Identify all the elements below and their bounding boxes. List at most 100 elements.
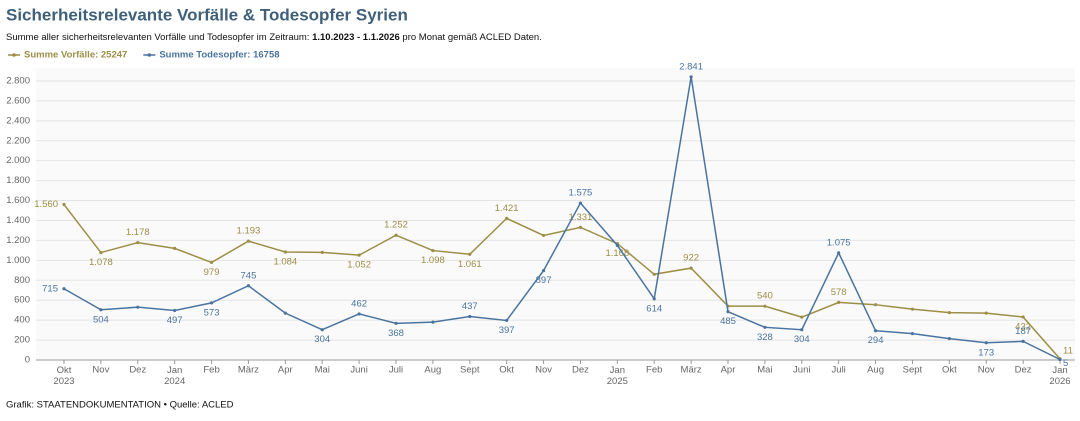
x-tick-label: Nov — [92, 365, 109, 376]
source: Grafik: STAATENDOKUMENTATION • Quelle: A… — [6, 400, 234, 411]
data-label: 11 — [1063, 345, 1073, 356]
data-point — [136, 305, 140, 309]
data-label: 1.084 — [273, 256, 297, 267]
data-point — [837, 251, 841, 255]
x-tick-label: Jan 2024 — [164, 365, 185, 387]
data-label: 437 — [462, 301, 478, 312]
data-label: 1.168 — [605, 248, 629, 259]
legend-marker — [147, 53, 152, 57]
data-point — [1058, 357, 1062, 362]
y-tick-label: 2.600 — [6, 95, 30, 106]
plot-area — [36, 68, 1075, 360]
x-tick-label: März — [238, 365, 259, 376]
data-point — [394, 233, 398, 237]
y-tick-label: 2.200 — [6, 135, 30, 146]
data-point — [689, 75, 693, 79]
data-point — [99, 308, 103, 312]
legend-label: Summe Vorfälle: 25247 — [24, 50, 127, 61]
data-label: 1.075 — [827, 237, 851, 248]
data-point — [136, 241, 140, 245]
data-point — [209, 260, 214, 265]
x-tick-label: Okt — [499, 365, 514, 376]
x-tick-label: Sept — [460, 365, 480, 376]
data-label: 540 — [757, 291, 773, 302]
data-point — [652, 272, 656, 276]
data-point — [873, 303, 878, 307]
x-tick-label: Mai — [757, 365, 772, 376]
data-label: 922 — [683, 253, 699, 264]
data-point — [62, 202, 66, 207]
data-point — [62, 287, 66, 291]
data-label: 5 — [1063, 358, 1068, 369]
data-point — [763, 325, 767, 329]
subtitle: Summe aller sicherheitsrelevanten Vorfäl… — [6, 32, 542, 43]
data-point — [357, 312, 361, 316]
data-point — [246, 284, 251, 288]
data-label: 1.560 — [34, 199, 58, 210]
data-point — [615, 243, 619, 247]
x-tick-label: Dez — [572, 365, 589, 376]
data-point — [984, 311, 988, 315]
data-point — [283, 250, 287, 254]
series-line — [63, 76, 1061, 361]
x-tick-label: Aug — [424, 365, 441, 376]
x-tick-label: Jan 2026 — [1049, 365, 1070, 387]
data-point — [173, 246, 177, 250]
x-tick-label: Jan 2025 — [607, 365, 628, 387]
y-tick-label: 400 — [14, 315, 30, 326]
y-tick-label: 1.600 — [6, 195, 30, 206]
data-point — [947, 336, 951, 341]
data-point — [910, 331, 915, 336]
x-tick-label: Feb — [203, 365, 219, 376]
data-label: 485 — [720, 316, 736, 327]
data-label: 294 — [868, 335, 884, 346]
data-point — [505, 216, 509, 220]
x-tick-label: Nov — [978, 365, 995, 376]
data-label: 1.052 — [347, 260, 371, 271]
data-point — [320, 250, 324, 254]
data-label: 1.421 — [495, 203, 519, 214]
x-tick-label: Sept — [903, 365, 923, 376]
x-tick-label: Apr — [278, 365, 293, 376]
data-label: 328 — [757, 332, 773, 343]
data-point — [1021, 339, 1025, 343]
data-label: 573 — [204, 307, 220, 318]
subtitle-period: 1.10.2023 - 1.1.2026 — [312, 32, 400, 43]
data-label: 1.252 — [384, 220, 408, 231]
chart-title: Sicherheitsrelevante Vorfälle & Todesopf… — [6, 5, 408, 24]
data-point — [394, 321, 398, 325]
subtitle-suffix: pro Monat gemäß ACLED Daten. — [402, 32, 541, 43]
data-label: 504 — [93, 314, 109, 325]
x-tick-label: Okt — [942, 365, 957, 376]
data-point — [99, 250, 103, 255]
y-tick-label: 600 — [14, 295, 30, 306]
x-tick-label: Okt 2023 — [53, 365, 74, 387]
data-point — [541, 233, 546, 238]
legend: Summe Vorfälle: 25247 Summe Todesopfer: 1… — [8, 50, 280, 61]
y-tick-label: 200 — [14, 335, 30, 346]
x-tick-label: Aug — [867, 365, 884, 376]
y-tick-label: 1.800 — [6, 175, 30, 186]
data-point — [763, 304, 767, 308]
data-point — [726, 310, 730, 314]
legend-marker — [12, 53, 16, 57]
data-label: 462 — [351, 298, 367, 309]
data-label: 1.098 — [421, 255, 445, 266]
y-tick-label: 2.000 — [6, 155, 30, 166]
data-point — [578, 225, 583, 229]
x-tick-label: Dez — [129, 365, 146, 376]
x-tick-label: März — [681, 365, 702, 376]
x-tick-label: Dez — [1015, 365, 1032, 376]
data-point — [468, 252, 472, 256]
data-label: 1.061 — [458, 259, 482, 270]
data-label: 187 — [1015, 326, 1031, 337]
data-label: 1.331 — [569, 212, 593, 223]
data-label: 397 — [499, 325, 515, 336]
data-label: 897 — [536, 275, 552, 286]
data-point — [800, 315, 804, 319]
data-label: 173 — [978, 347, 994, 358]
data-point — [689, 266, 693, 270]
data-point — [873, 329, 878, 333]
